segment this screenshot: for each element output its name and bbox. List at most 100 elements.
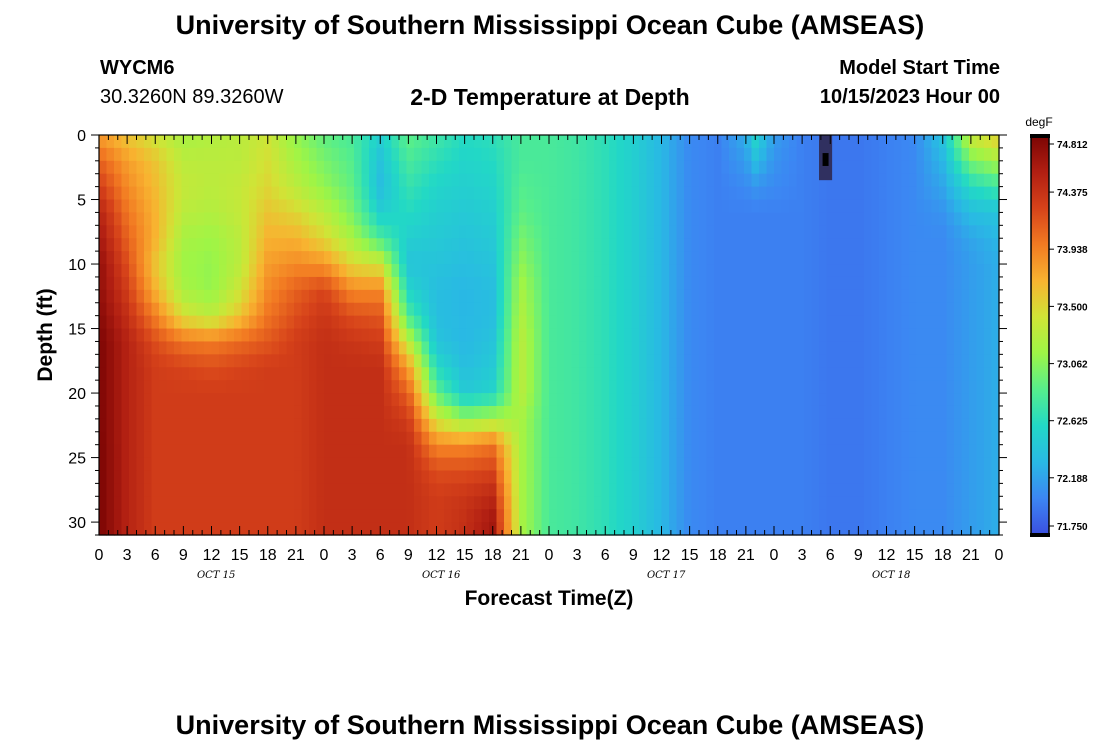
heatmap-cell (286, 431, 295, 446)
heatmap-cell (744, 470, 753, 484)
heatmap-cell (646, 302, 655, 317)
x-tick-label: 12 (203, 547, 221, 564)
heatmap-cell (901, 457, 910, 472)
heatmap-cell (646, 251, 655, 265)
heatmap-cell (631, 315, 640, 330)
heatmap-cell (909, 405, 918, 420)
heatmap-cell (294, 341, 303, 355)
heatmap-cell (736, 496, 745, 510)
heatmap-cell (384, 147, 393, 162)
heatmap-cell (234, 444, 243, 459)
heatmap-cell (114, 238, 123, 252)
heatmap-cell (264, 289, 273, 304)
heatmap-cell (624, 354, 633, 368)
heatmap-cell (534, 367, 543, 381)
heatmap-cell (661, 276, 670, 291)
heatmap-cell (519, 225, 528, 239)
heatmap-cell (121, 302, 130, 317)
heatmap-cell (699, 405, 708, 420)
heatmap-cell (766, 251, 775, 265)
heatmap-cell (804, 135, 813, 149)
heatmap-cell (144, 173, 153, 188)
heatmap-cell (196, 225, 205, 239)
heatmap-cell (564, 522, 573, 536)
heatmap-cell (399, 509, 408, 523)
heatmap-cell (976, 160, 985, 175)
heatmap-cell (916, 135, 925, 149)
heatmap-cell (774, 457, 783, 472)
heatmap-cell (279, 457, 288, 472)
heatmap-cell (789, 354, 798, 368)
heatmap-cell (264, 302, 273, 317)
heatmap-cell (301, 405, 310, 420)
heatmap-cell (331, 186, 340, 201)
heatmap-cell (744, 238, 753, 252)
heatmap-cell (616, 251, 625, 265)
heatmap-cell (834, 457, 843, 472)
heatmap-cell (511, 315, 520, 330)
heatmap-cell (646, 367, 655, 381)
heatmap-cell (894, 212, 903, 226)
heatmap-cell (369, 522, 378, 536)
heatmap-cell (601, 251, 610, 265)
heatmap-cell (796, 367, 805, 381)
heatmap-cell (796, 276, 805, 291)
heatmap-cell (684, 354, 693, 368)
heatmap-cell (189, 393, 198, 407)
heatmap-cell (789, 315, 798, 330)
heatmap-cell (114, 509, 123, 523)
heatmap-cell (226, 289, 235, 304)
x-tick-label: 6 (601, 547, 610, 564)
heatmap-cell (894, 405, 903, 420)
heatmap-cell (789, 470, 798, 484)
heatmap-cell (466, 186, 475, 201)
heatmap-cell (894, 509, 903, 523)
heatmap-cell (286, 251, 295, 265)
heatmap-cell (571, 160, 580, 175)
heatmap-cell (219, 444, 228, 459)
heatmap-cell (189, 509, 198, 523)
heatmap-cell (616, 444, 625, 459)
heatmap-cell (886, 418, 895, 433)
heatmap-cell (774, 328, 783, 343)
heatmap-cell (571, 393, 580, 407)
heatmap-cell (129, 509, 138, 523)
heatmap-cell (766, 302, 775, 317)
heatmap-cell (594, 444, 603, 459)
heatmap-cell (901, 135, 910, 149)
heatmap-cell (414, 457, 423, 472)
heatmap-cell (429, 289, 438, 304)
heatmap-cell (166, 212, 175, 226)
heatmap-cell (819, 496, 828, 510)
heatmap-cell (286, 135, 295, 149)
heatmap-cell (631, 522, 640, 536)
heatmap-cell (564, 212, 573, 226)
heatmap-cell (196, 328, 205, 343)
heatmap-cell (661, 483, 670, 497)
heatmap-cell (804, 315, 813, 330)
heatmap-cell (819, 483, 828, 497)
heatmap-cell (894, 457, 903, 472)
heatmap-cell (661, 341, 670, 355)
heatmap-cell (331, 405, 340, 420)
heatmap-cell (279, 199, 288, 214)
heatmap-cell (639, 147, 648, 162)
heatmap-cell (774, 367, 783, 381)
heatmap-cell (924, 186, 933, 201)
heatmap-cell (541, 315, 550, 330)
heatmap-cell (721, 509, 730, 523)
heatmap-cell (226, 212, 235, 226)
heatmap-cell (196, 264, 205, 278)
heatmap-cell (219, 418, 228, 433)
heatmap-cell (526, 315, 535, 330)
heatmap-cell (459, 238, 468, 252)
heatmap-cell (219, 522, 228, 536)
heatmap-cell (481, 405, 490, 420)
heatmap-cell (129, 328, 138, 343)
heatmap-cell (736, 418, 745, 433)
heatmap-cell (991, 418, 1000, 433)
heatmap-cell (519, 367, 528, 381)
heatmap-cell (444, 444, 453, 459)
heatmap-cell (466, 341, 475, 355)
heatmap-cell (279, 160, 288, 175)
